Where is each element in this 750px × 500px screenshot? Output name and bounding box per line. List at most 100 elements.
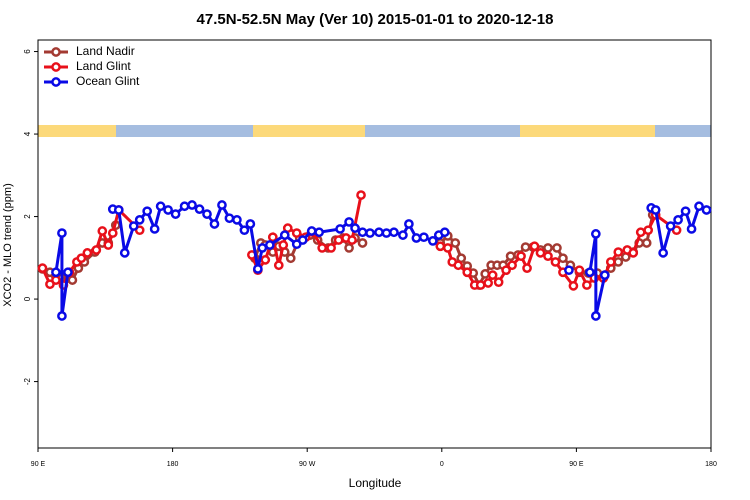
data-point [701,205,712,215]
data-point [67,275,78,285]
data-point [529,241,540,252]
data-point [493,277,504,288]
chart-title: 47.5N-52.5N May (Ver 10) 2015-01-01 to 2… [197,11,554,28]
data-point [381,228,392,238]
data-point [179,201,190,212]
data-point [344,243,354,253]
data-point [347,235,357,245]
data-point [365,228,375,238]
data-point [97,226,108,236]
data-point [297,235,308,245]
data-point [643,225,654,236]
data-point [658,248,668,258]
data-point [507,260,517,271]
data-point [462,267,473,278]
legend-label: Land Glint [76,59,131,73]
x-tick-label: 90 W [299,461,316,468]
data-point [314,227,325,238]
data-point [404,219,414,229]
x-tick-label: 0 [440,461,444,468]
data-point [273,260,284,271]
data-point [57,228,67,238]
data-point [317,243,328,253]
data-point [82,248,93,258]
data-point [442,243,453,253]
data-point [435,241,446,252]
data-point [252,264,263,274]
data-point [51,275,61,285]
data-point [356,190,366,200]
data-point [128,221,139,231]
data-point [260,255,271,265]
data-point [103,240,114,250]
data-point [516,251,526,262]
data-point [155,201,166,212]
data-point [599,270,610,280]
y-tick-label: 2 [23,214,32,219]
data-point [605,257,616,267]
data-point [194,204,205,214]
data-point [558,253,568,264]
data-point [374,227,384,238]
data-point [76,253,87,264]
data-point [574,265,585,276]
data-point [505,251,516,262]
data-point [335,224,345,234]
data-point [224,213,235,224]
data-point [673,215,683,225]
data-point [590,311,601,321]
data-point [285,253,296,264]
data-point [590,229,601,239]
x-tick-label: 180 [167,461,179,468]
data-point [582,280,592,290]
data-point [650,205,661,215]
data-point [279,230,290,240]
x-tick-label: 90 E [569,461,584,468]
y-tick-label: 4 [23,131,32,136]
data-point [63,267,73,278]
data-point [357,238,368,248]
data-point [453,260,464,271]
data-point [217,200,227,210]
plot-frame [37,39,712,449]
data-point [475,280,486,290]
data-point [568,281,579,291]
data-point [306,226,317,236]
data-point [350,223,360,233]
data-point [357,227,368,238]
data-point [543,243,553,253]
y-tick-label: 6 [23,49,32,54]
legend-label: Land Nadir [76,44,135,58]
land-ocean-strip [38,125,711,137]
data-point [57,311,67,321]
data-point [694,201,704,212]
data-point [245,219,256,229]
y-axis-label: XCO2 - MLO trend (ppm) [2,183,14,306]
data-point [501,265,511,276]
data-point [635,227,646,238]
data-point [564,265,574,276]
data-point [202,209,212,219]
x-tick-label: 90 E [31,461,46,468]
legend-marker [51,62,61,72]
data-point [333,235,344,245]
data-point [209,219,220,229]
data-point [427,236,438,246]
data-point [680,206,691,217]
data-point [520,242,531,252]
data-point [389,227,399,238]
data-point [267,232,278,243]
data-point [264,240,275,250]
data-point [239,225,250,236]
data-point [113,205,124,215]
data-point [257,243,268,253]
data-point [291,228,302,238]
legend-marker [51,47,61,57]
data-point [686,224,697,234]
legend-label: Ocean Glint [76,74,140,88]
data-point [107,228,118,238]
data-point [51,267,61,278]
data-point [613,247,624,257]
